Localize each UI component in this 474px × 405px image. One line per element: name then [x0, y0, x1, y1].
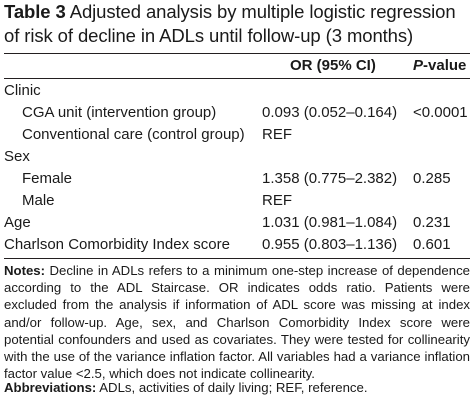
top-rule — [4, 53, 470, 54]
row-label: Clinic — [4, 82, 41, 99]
row-label: Female — [22, 170, 73, 187]
table-abbreviations: Abbreviations: ADLs, activities of daily… — [4, 379, 470, 397]
table-caption: Table 3 Adjusted analysis by multiple lo… — [4, 0, 470, 48]
table-row: Sex — [0, 146, 474, 168]
table-row: Female 1.358 (0.775–2.382) 0.285 — [0, 168, 474, 190]
row-or: REF — [262, 126, 292, 143]
row-or: 0.093 (0.052–0.164) — [262, 104, 398, 121]
row-p-value: <0.0001 — [413, 104, 468, 121]
bottom-rule — [4, 258, 470, 259]
notes-label: Notes: — [4, 263, 46, 278]
row-label: Charlson Comorbidity Index score — [4, 236, 230, 253]
table-row: Clinic — [0, 80, 474, 102]
row-label: Age — [4, 214, 31, 231]
table-title: Adjusted analysis by multiple logistic r… — [4, 1, 456, 46]
header-p-value: P-value — [413, 55, 466, 77]
header-rule — [4, 78, 470, 79]
row-p-value: 0.601 — [413, 236, 451, 253]
row-label: Sex — [4, 148, 30, 165]
row-or: 0.955 (0.803–1.136) — [262, 236, 398, 253]
notes-text: Decline in ADLs refers to a minimum one-… — [4, 263, 470, 382]
table-number: Table 3 — [4, 1, 66, 22]
abbreviations-text: ADLs, activities of daily living; REF, r… — [99, 380, 368, 395]
row-label: Conventional care (control group) — [22, 126, 245, 143]
abbreviations-label: Abbreviations: — [4, 380, 97, 395]
row-label: CGA unit (intervention group) — [22, 104, 217, 121]
table-row: Charlson Comorbidity Index score 0.955 (… — [0, 234, 474, 256]
table-row: Age 1.031 (0.981–1.084) 0.231 — [0, 212, 474, 234]
table-row: Male REF — [0, 190, 474, 212]
row-or: REF — [262, 192, 292, 209]
row-p-value: 0.231 — [413, 214, 451, 231]
row-label: Male — [22, 192, 55, 209]
table-row: Conventional care (control group) REF — [0, 124, 474, 146]
row-p-value: 0.285 — [413, 170, 451, 187]
header-or: OR (95% CI) — [290, 57, 376, 74]
row-or: 1.031 (0.981–1.084) — [262, 214, 398, 231]
table-notes: Notes: Decline in ADLs refers to a minim… — [4, 262, 470, 382]
header-p-suffix: -value — [423, 57, 467, 74]
header-p-letter: P — [413, 57, 424, 74]
row-or: 1.358 (0.775–2.382) — [262, 170, 398, 187]
table-row: CGA unit (intervention group) 0.093 (0.0… — [0, 102, 474, 124]
